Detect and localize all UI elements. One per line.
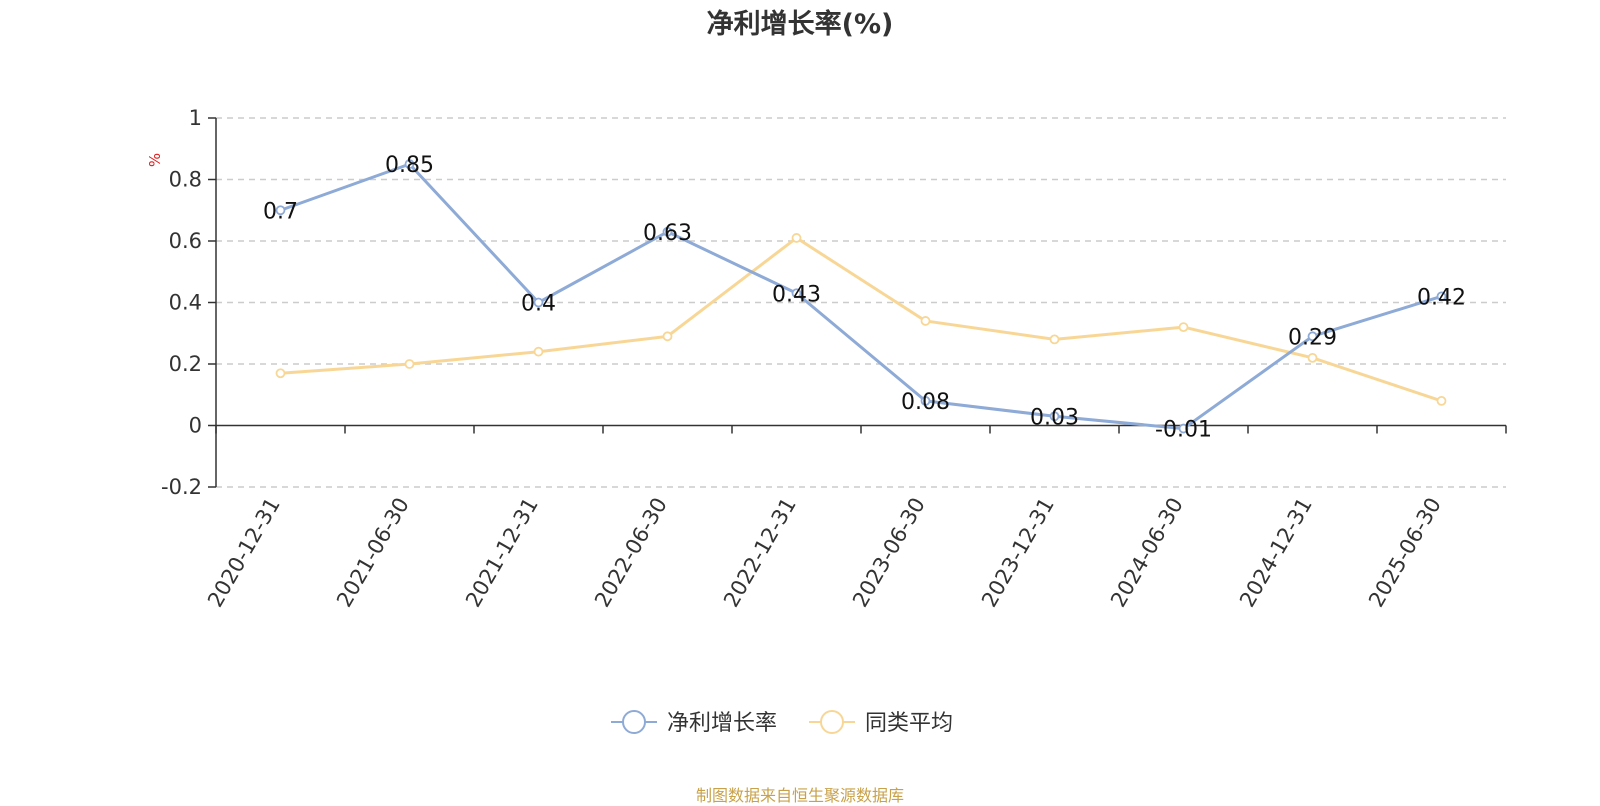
legend-marker-icon bbox=[820, 710, 844, 734]
data-label: 0.43 bbox=[772, 282, 821, 307]
grid-lines bbox=[216, 117, 1506, 488]
x-tick-label: 2022-06-30 bbox=[590, 494, 672, 612]
data-label: 0.63 bbox=[643, 221, 692, 246]
data-point[interactable] bbox=[404, 159, 415, 170]
data-point[interactable] bbox=[1178, 322, 1189, 333]
x-tick-label: 2021-06-30 bbox=[332, 494, 414, 612]
data-point[interactable] bbox=[920, 395, 931, 406]
data-point[interactable] bbox=[275, 368, 286, 379]
chart-title: 净利增长率(%) bbox=[706, 9, 894, 40]
legend-marker-icon bbox=[622, 710, 646, 734]
data-label: 0.42 bbox=[1417, 285, 1466, 310]
data-labels: 0.7 0.85 0.4 0.63 0.43 0.08 0.03 -0.01 0.29 0.42 bbox=[263, 153, 1466, 442]
data-point[interactable] bbox=[662, 226, 673, 237]
series bbox=[275, 159, 1447, 434]
legend[interactable]: 净利增长率 同类平均 bbox=[611, 710, 953, 736]
legend-item[interactable]: 同类平均 bbox=[809, 710, 953, 736]
series-line bbox=[280, 236, 1442, 403]
data-point[interactable] bbox=[1307, 331, 1318, 342]
x-tick-label: 2024-06-30 bbox=[1106, 494, 1188, 612]
data-label: 0.7 bbox=[263, 199, 298, 224]
data-point[interactable] bbox=[1049, 411, 1060, 422]
data-point[interactable] bbox=[1049, 334, 1060, 345]
data-point[interactable] bbox=[791, 233, 802, 243]
x-tick-label: 2023-06-30 bbox=[848, 494, 930, 612]
legend-label: 净利增长率 bbox=[667, 711, 777, 736]
x-tick-label: 2024-12-31 bbox=[1235, 494, 1317, 612]
y-tick-label: 1 bbox=[189, 106, 202, 130]
data-label: 0.85 bbox=[385, 153, 434, 178]
data-label: 0.29 bbox=[1288, 325, 1337, 350]
data-label: 0.03 bbox=[1030, 405, 1079, 430]
y-axis-label: % bbox=[146, 153, 164, 167]
data-point[interactable] bbox=[662, 331, 673, 342]
data-point[interactable] bbox=[533, 297, 544, 308]
y-tick-label: 0.6 bbox=[169, 229, 202, 253]
data-point[interactable] bbox=[920, 316, 931, 326]
y-tick-label: 0.4 bbox=[169, 291, 202, 315]
y-tick-label: -0.2 bbox=[161, 475, 202, 499]
legend-item[interactable]: 净利增长率 bbox=[611, 710, 777, 736]
source-note: 制图数据来自恒生聚源数据库 bbox=[695, 786, 904, 805]
x-tick-label: 2022-12-31 bbox=[719, 494, 801, 612]
data-point[interactable] bbox=[404, 359, 415, 369]
data-point[interactable] bbox=[791, 288, 802, 299]
legend-label: 同类平均 bbox=[865, 711, 953, 736]
data-point[interactable] bbox=[1307, 352, 1318, 363]
data-point[interactable] bbox=[275, 205, 286, 216]
data-point[interactable] bbox=[1436, 291, 1447, 302]
series-line bbox=[279, 162, 1442, 431]
data-point[interactable] bbox=[533, 346, 544, 357]
axes: -0.2 0 0.2 0.4 0.6 0.8 1% 2020-12-31 2021-06-30 2… bbox=[146, 106, 1507, 612]
data-label: 0.4 bbox=[521, 292, 556, 317]
data-point[interactable] bbox=[1436, 395, 1447, 406]
x-tick-label: 2020-12-31 bbox=[203, 494, 285, 612]
y-tick-label: 0 bbox=[189, 414, 202, 438]
x-tick-label: 2021-12-31 bbox=[461, 494, 543, 612]
data-point[interactable] bbox=[1178, 423, 1189, 434]
y-tick-label: 0.2 bbox=[169, 352, 202, 376]
line-chart: -0.2 0 0.2 0.4 0.6 0.8 1% 2020-12-31 2021-06-30 2… bbox=[146, 106, 1507, 736]
data-label: -0.01 bbox=[1155, 418, 1212, 443]
data-label: 0.08 bbox=[901, 390, 950, 415]
y-tick-label: 0.8 bbox=[169, 168, 202, 192]
x-tick-label: 2025-06-30 bbox=[1364, 494, 1446, 612]
x-tick-label: 2023-12-31 bbox=[977, 494, 1059, 612]
